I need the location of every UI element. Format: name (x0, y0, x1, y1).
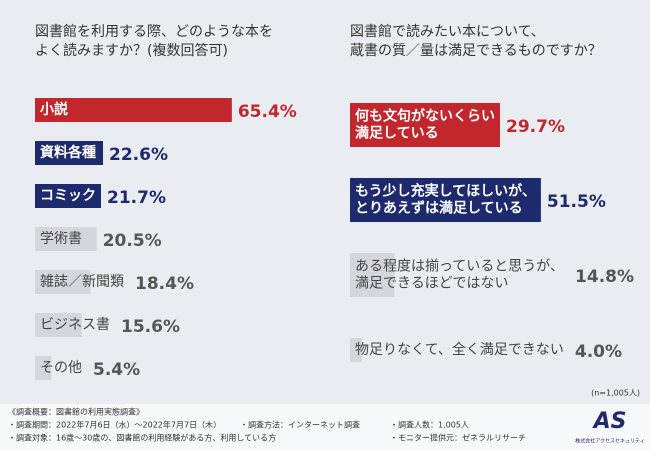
value-label: 14.8% (575, 267, 634, 287)
bar (35, 184, 101, 208)
chart-title: よく読みますか？(複数回答可) (35, 42, 228, 59)
value-label: 21.7% (107, 188, 166, 208)
chart-title: 蔵書の質／量は満足できるものですか？ (350, 43, 602, 59)
bar (35, 356, 52, 380)
category-label: 小説 (40, 101, 68, 118)
value-label: 20.5% (103, 231, 162, 251)
bar (35, 313, 82, 337)
footer-item: ・調査人数：1,005人 (390, 420, 469, 430)
value-label: 5.4% (93, 360, 140, 380)
footer-item: ・調査対象：16歳～30歳の、図書館の利用経験がある方、利用している方 (8, 433, 276, 443)
note: (n=1,005人) (591, 389, 640, 398)
bar (35, 141, 104, 165)
category-label: コミック (40, 188, 96, 204)
value-label: 51.5% (547, 192, 606, 212)
bar (350, 178, 506, 222)
value-label: 29.7% (506, 117, 565, 137)
logo: AS (592, 409, 627, 434)
footer-heading: 《調査概要：図書館の利用実態調査》 (8, 407, 144, 417)
category-label: 雑誌／新聞類 (40, 274, 124, 290)
bar (35, 270, 91, 294)
category-label: 物足りなくて、全く満足できない (355, 341, 564, 358)
category-label: 何も文句がないくらい満足している (355, 108, 495, 142)
category-label: 学術書 (40, 231, 82, 247)
category-label: 資料各種 (40, 144, 96, 161)
footer-band (0, 404, 650, 450)
bar (350, 253, 395, 297)
category-label: ビジネス書 (40, 317, 110, 333)
footer-item: ・調査期間：2022年7月6日（水）～2022年7月7日（木） (8, 420, 221, 430)
chart-title: 図書館で読みたい本について、 (350, 23, 545, 40)
category-label: その他 (40, 360, 82, 376)
value-label: 18.4% (135, 274, 194, 294)
bar (350, 103, 440, 147)
value-label: 4.0% (575, 342, 622, 362)
category-label: もう少し充実してほしいが、とりあえずは満足している (355, 183, 536, 217)
category-label: ある程度は揃っていると思うが、満足できるほどではない (355, 259, 564, 292)
footer-item: ・調査方法：インターネット調査 (240, 420, 360, 430)
bar (35, 98, 232, 122)
bar (35, 227, 97, 251)
company-name: 株式会社アクセスセキュリティ (575, 438, 644, 445)
bar (350, 338, 363, 362)
value-label: 22.6% (109, 145, 168, 165)
chart-title: 図書館を利用する際、どのような本を (35, 23, 273, 40)
value-label: 65.4% (238, 102, 297, 122)
footer-item: ・モニター提供元：ゼネラルリサーチ (390, 433, 526, 443)
value-label: 15.6% (121, 317, 180, 337)
